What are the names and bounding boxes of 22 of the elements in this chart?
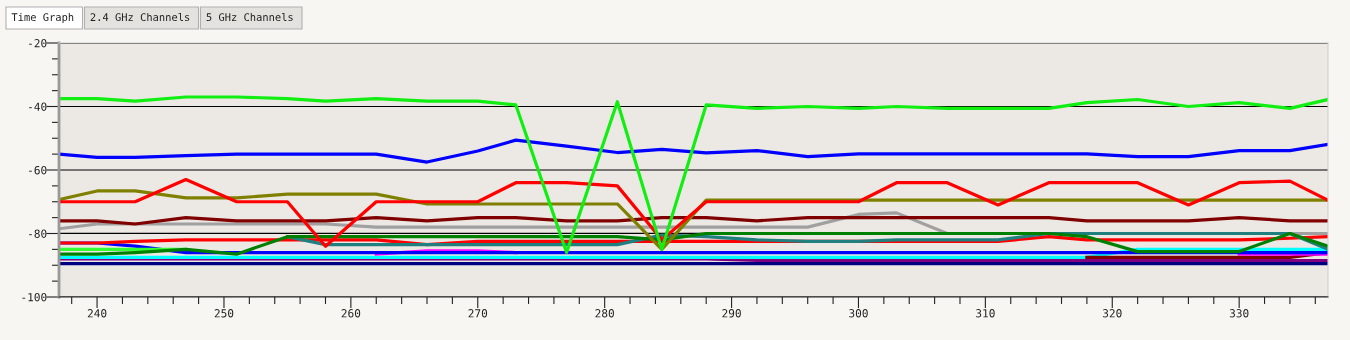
y-tick-label: -100 bbox=[22, 293, 47, 302]
text: Time Graph bbox=[11, 12, 74, 24]
line-series bbox=[59, 231, 1328, 256]
y-tick-label: -40 bbox=[29, 102, 47, 111]
x-tick-label: 330 bbox=[1229, 309, 1249, 318]
x-tick-label: 270 bbox=[468, 309, 488, 318]
x-tick-label: 260 bbox=[341, 309, 361, 318]
line-series bbox=[59, 95, 1328, 255]
text: 2.4 GHz Channels bbox=[90, 12, 190, 22]
line-series bbox=[59, 138, 1328, 164]
y-tick-label: -60 bbox=[29, 166, 47, 175]
text: 5 GHz Channels bbox=[206, 12, 293, 22]
x-tick-label: 300 bbox=[849, 309, 868, 318]
line-series bbox=[59, 177, 1328, 248]
x-tick-label: 240 bbox=[87, 309, 107, 318]
x-tick-label: 290 bbox=[722, 309, 741, 318]
x-tick-label: 280 bbox=[595, 309, 614, 318]
x-tick-label: 250 bbox=[214, 309, 234, 318]
y-tick-label: -20 bbox=[29, 39, 47, 48]
x-tick-label: 320 bbox=[1102, 309, 1122, 318]
x-tick-label: 310 bbox=[976, 309, 995, 318]
y-tick-label: -80 bbox=[29, 229, 47, 238]
